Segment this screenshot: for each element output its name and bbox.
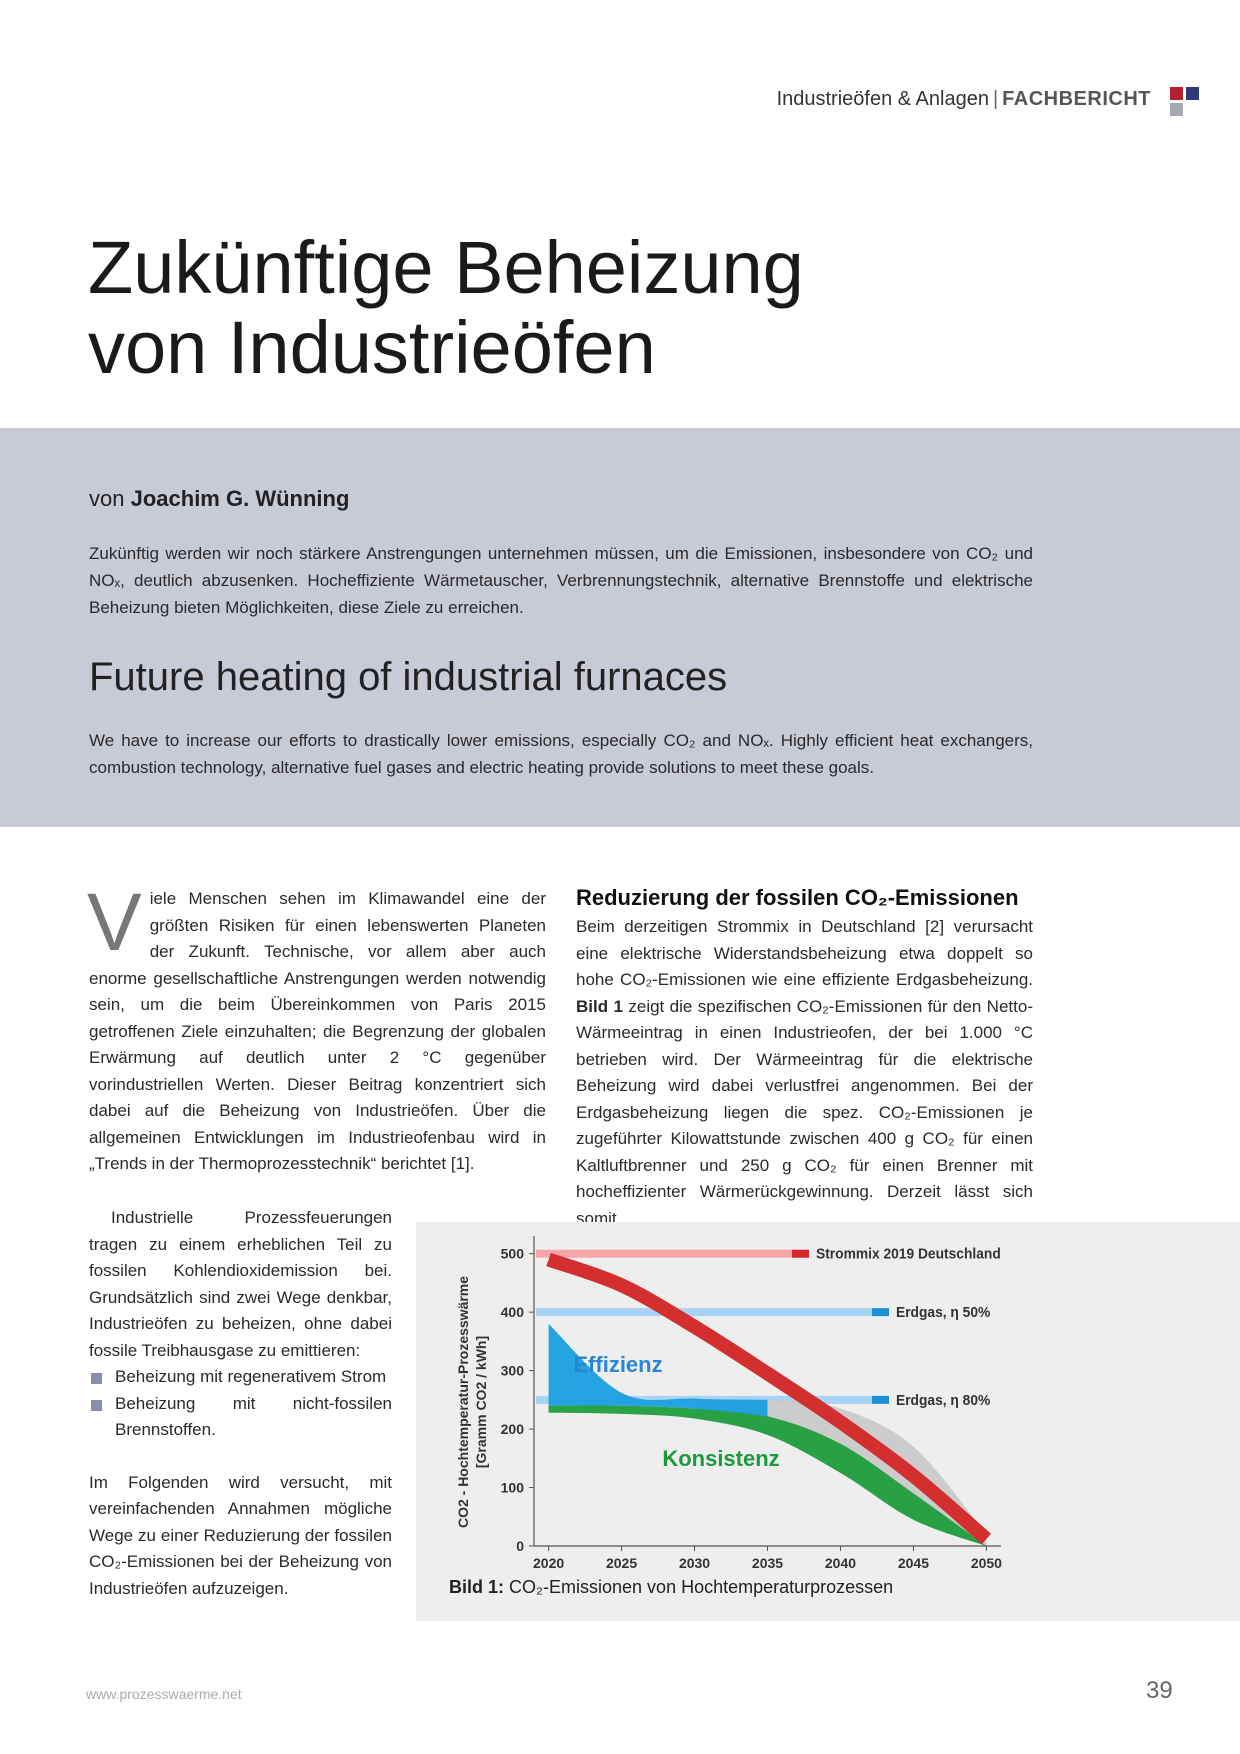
y-tick-label: 300 [501, 1363, 525, 1379]
reference-label: Erdgas, η 50% [896, 1305, 990, 1322]
title: Zukünftige Beheizung von Industrieöfen [88, 228, 804, 388]
figure-ref: Bild 1 [576, 996, 623, 1016]
bullet-text: Beheizung mit regenerativem Strom [115, 1367, 387, 1386]
reference-label: Erdgas, η 80% [896, 1392, 990, 1409]
logo [1170, 87, 1199, 116]
y-axis-label: [Gramm CO2 / kWh] [473, 1336, 489, 1468]
y-tick-label: 400 [501, 1304, 525, 1320]
y-tick-label: 0 [516, 1538, 524, 1554]
running-header: Industrieöfen & Anlagen | FACHBERICHT [777, 88, 1151, 111]
page-number: 39 [1146, 1677, 1173, 1704]
bullet-text: Beheizung mit nicht-fossilen Brennstoffe… [115, 1393, 392, 1440]
paragraph: Industrielle Prozessfeuerungen tragen zu… [89, 1208, 392, 1360]
right-column: Reduzierung der fossilen CO₂-Emissionen … [576, 884, 1033, 1232]
paragraph: Beim derzeitigen Strommix in Deutschland… [576, 914, 1033, 1232]
text: zeigt die spezifischen CO₂-Emissionen fü… [576, 996, 1033, 1228]
annotation: Effizienz [573, 1352, 662, 1377]
caption-text: CO₂-Emissionen von Hochtemperaturprozess… [509, 1577, 894, 1597]
separator: | [992, 88, 999, 110]
x-tick-label: 2025 [606, 1555, 637, 1571]
intro-text: iele Menschen sehen im Klimawandel eine … [89, 889, 546, 1173]
text: Beim derzeitigen Strommix in Deutschland… [576, 917, 1033, 989]
bullet: Beheizung mit nicht-fossilen Brennstoffe… [89, 1391, 392, 1444]
y-tick-label: 200 [501, 1421, 525, 1437]
band-area [548, 1323, 768, 1417]
x-tick-label: 2050 [971, 1555, 1002, 1571]
category: FACHBERICHT [1002, 88, 1151, 110]
section-heading: Reduzierung der fossilen CO₂-Emissionen [576, 885, 1019, 910]
band-area [548, 1405, 987, 1546]
reference-label: Strommix 2019 Deutschland [816, 1246, 1001, 1263]
x-tick-label: 2045 [898, 1555, 929, 1571]
chart: CO2 - Hochtemperatur-Prozesswärme [Gramm … [455, 1236, 1002, 1571]
line [546, 1252, 991, 1545]
bullet: Beheizung mit regenerativem Strom [89, 1364, 392, 1391]
y-tick-label: 100 [501, 1480, 525, 1496]
author-prefix: von [89, 486, 125, 511]
paragraph: Im Folgenden wird versucht, mit vereinfa… [89, 1472, 392, 1598]
figure-panel: CO2 - Hochtemperatur-Prozesswärme [Gramm … [416, 1222, 1240, 1621]
x-tick-label: 2030 [679, 1555, 710, 1571]
author-name: Joachim G. Wünning [130, 486, 350, 511]
abstract-band [0, 428, 1240, 827]
bullet-list: Beheizung mit regenerativem Strom Beheiz… [89, 1364, 392, 1444]
author: von Joachim G. Wünning [89, 486, 349, 512]
footer-url: www.prozesswaerme.net [86, 1686, 242, 1702]
y-tick-label: 500 [501, 1246, 525, 1262]
title-line: Zukünftige Beheizung [88, 226, 804, 309]
title-en: Future heating of industrial furnaces [89, 655, 728, 699]
x-tick-label: 2040 [825, 1555, 856, 1571]
caption-label: Bild 1: [449, 1577, 505, 1597]
title-line: von Industrieöfen [88, 306, 656, 389]
figure-caption: Bild 1: CO₂-Emissionen von Hochtemperatu… [449, 1577, 893, 1598]
abstract-de: Zukünftig werden wir noch stärkere Anstr… [89, 544, 1033, 617]
abstract-en: We have to increase our efforts to drast… [89, 731, 1033, 777]
narrow-column: Industrielle Prozessfeuerungen tragen zu… [89, 1205, 392, 1602]
y-axis-label: CO2 - Hochtemperatur-Prozesswärme [455, 1276, 471, 1528]
section: Industrieöfen & Anlagen [776, 88, 989, 110]
annotation: Konsistenz [662, 1446, 779, 1471]
x-tick-label: 2020 [533, 1555, 564, 1571]
x-tick-label: 2035 [752, 1555, 783, 1571]
drop-cap: V [87, 877, 142, 968]
